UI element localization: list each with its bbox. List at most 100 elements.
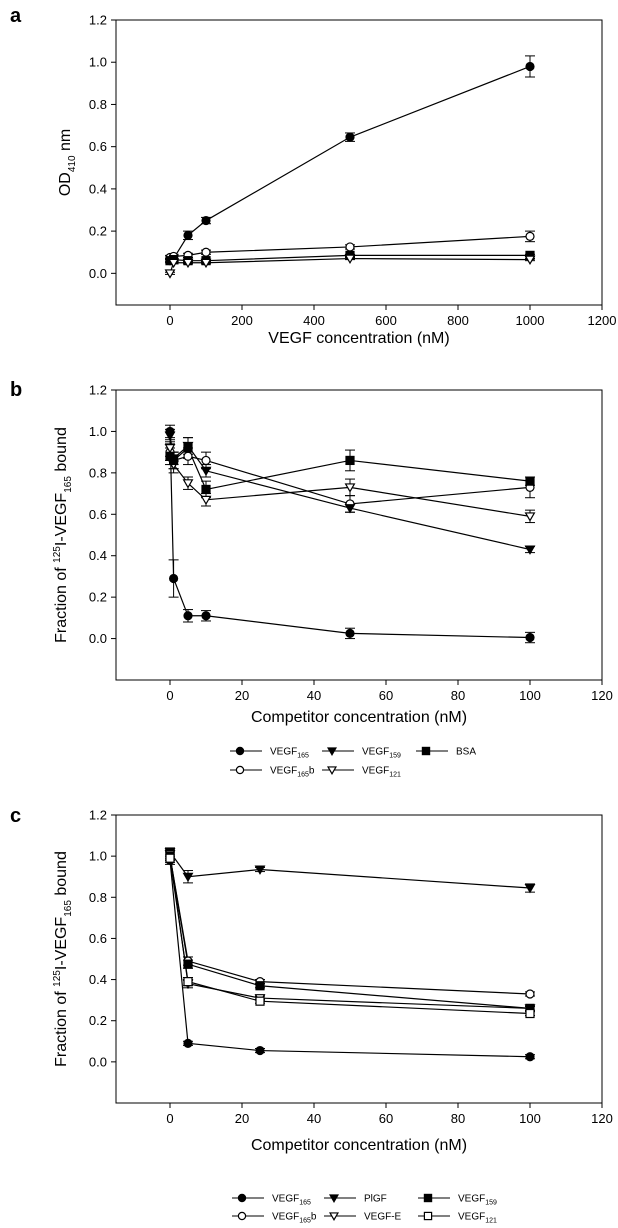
panel-b-x-axis-label: Competitor concentration (nM) <box>251 709 467 726</box>
panel-a-data-point-triangle-down-open <box>182 258 194 269</box>
panel-c-legend-label-subscript: 159 <box>485 1200 497 1207</box>
panel-a-x-tick-label: 200 <box>231 313 253 328</box>
panel-c-y-tick-label: 0.8 <box>89 890 107 905</box>
panel-b-y-label-superscript: 125 <box>52 546 63 563</box>
panel-b-data-point-square-filled <box>169 455 179 466</box>
panel-b-data-point-square-filled <box>201 484 211 495</box>
panel-c-legend-label-main: VEGF <box>458 1212 485 1223</box>
panel-b-plot-frame <box>115 389 603 681</box>
panel-c-y-tick-label: 0.4 <box>89 972 107 987</box>
panel-c-y-label-subscript: 165 <box>63 900 74 917</box>
panel-c-data-point-circle-open <box>525 989 535 999</box>
panel-c-data-point-circle-filled <box>255 1045 265 1056</box>
panel-c-legend-label-main: VEGF <box>458 1194 485 1205</box>
panel-c-letter: c <box>10 805 21 827</box>
panel-c-data-point-square-open <box>165 853 175 863</box>
panel-b-data-point-triangle-down-open <box>200 495 212 506</box>
panel-b-legend-label: VEGF165b <box>270 766 315 779</box>
panel-c-legend-marker-square-open <box>423 1211 433 1221</box>
panel-c-series-triangle-down-filled-line <box>169 851 531 889</box>
panel-c-legend-label: VEGF159 <box>458 1194 497 1207</box>
panel-a-x-axis-label: VEGF concentration (nM) <box>268 330 449 347</box>
panel-a-data-point-triangle-down-open <box>200 258 212 269</box>
panel-a-plot-frame <box>115 19 603 306</box>
panel-b-data-point-square-filled <box>345 455 355 466</box>
panel-c-x-tick-label: 100 <box>519 1111 541 1126</box>
panel-c-x-tick-label: 80 <box>451 1111 465 1126</box>
panel-a-y-axis-label: OD410 nm <box>57 129 78 196</box>
panel-a-data-point-circle-filled <box>525 61 535 72</box>
panel-b-y-label-subscript: 165 <box>63 476 74 493</box>
panel-b-y-tick-label: 0.6 <box>89 507 107 522</box>
panel-c-data-point-circle-filled <box>183 1038 193 1048</box>
panel-b-data-point-triangle-down-filled <box>164 431 176 441</box>
panel-c-legend-label-main: VEGF <box>272 1212 299 1223</box>
panel-b-data-point-circle-filled <box>183 611 193 621</box>
panel-a-data-point-circle-filled <box>183 230 193 240</box>
panel-c-data-point-triangle-down-filled <box>182 872 194 883</box>
panel-b-data-point-triangle-down-open <box>164 444 176 454</box>
panel-b-y-label-part: Fraction of <box>53 563 70 643</box>
panel-b-legend-marker-circle-filled <box>235 746 245 756</box>
panel-b-x-tick-label: 0 <box>166 688 173 703</box>
panel-b-legend-label-subscript: 159 <box>389 753 401 760</box>
panel-b-legend-label-subscript: 165 <box>297 753 309 760</box>
panel-a-y-tick-label: 0.8 <box>89 97 107 112</box>
panel-a-letter: a <box>10 5 22 27</box>
panel-c-legend-label-subscript: 165 <box>299 1200 311 1207</box>
panel-c-data-point-square-filled <box>183 959 193 969</box>
panel-b-data-point-circle-open <box>201 455 211 466</box>
panel-a-data-point-circle-open <box>201 247 211 257</box>
panel-b-legend-label-main: VEGF <box>270 747 297 758</box>
panel-b-data-point-triangle-down-open <box>524 512 536 522</box>
panel-c-y-tick-label: 1.2 <box>89 808 107 823</box>
panel-b-x-tick-label: 100 <box>519 688 541 703</box>
panel-b-y-tick-label: 0.4 <box>89 548 107 563</box>
panel-c-y-tick-label: 0.0 <box>89 1054 107 1069</box>
panel-b-series-circle-filled-line <box>169 431 531 639</box>
panel-c-x-tick-label: 0 <box>166 1111 173 1126</box>
panel-a-y-tick-label: 0.0 <box>89 266 107 281</box>
panel-c-series-circle-filled-line <box>169 860 531 1058</box>
panel-b-data-point-circle-open <box>183 451 193 461</box>
panel-c-plot-frame <box>115 814 603 1104</box>
panel-c-y-tick-label: 0.6 <box>89 931 107 946</box>
panel-b-y-tick-label: 1.0 <box>89 424 107 439</box>
panel-b-y-tick-label: 0.0 <box>89 631 107 646</box>
panel-c-data-point-square-open <box>255 996 265 1006</box>
panel-a-x-tick-label: 0 <box>166 313 173 328</box>
panel-c-y-label-part: Fraction of <box>53 987 70 1067</box>
panel-a-y-label-subscript: 410 <box>67 155 78 172</box>
panel-b-legend-label: VEGF121 <box>362 766 401 779</box>
panel-b-data-point-triangle-down-filled <box>524 545 536 555</box>
panel-c-x-tick-label: 120 <box>591 1111 613 1126</box>
panel-c-legend-label-main: PlGF <box>364 1194 387 1205</box>
panel-b-data-point-triangle-down-filled <box>344 504 356 514</box>
panel-c-x-tick-label: 60 <box>379 1111 393 1126</box>
panel-a-x-tick-label: 1200 <box>588 313 617 328</box>
panel-a-y-tick-label: 1.2 <box>89 13 107 28</box>
panel-b-x-tick-label: 40 <box>307 688 321 703</box>
panel-c-legend-marker-triangle-down-open <box>328 1212 340 1221</box>
panel-a-data-point-triangle-down-open <box>164 269 176 279</box>
panel-c-legend-marker-square-filled <box>423 1193 433 1203</box>
panel-c-data-point-square-open <box>183 977 193 987</box>
panel-c-x-tick-label: 40 <box>307 1111 321 1126</box>
panel-c-legend-marker-circle-filled <box>237 1193 247 1203</box>
panel-c-legend-label-main: VEGF-E <box>364 1212 402 1223</box>
panel-b-y-label-part: bound <box>53 427 70 476</box>
panel-b-legend-marker-triangle-down-open <box>326 766 338 775</box>
panel-c-y-axis-label: Fraction of 125I-VEGF165 bound <box>52 851 74 1067</box>
panel-c-series-square-open-line <box>169 858 531 1015</box>
panel-a-y-tick-label: 1.0 <box>89 55 107 70</box>
panel-a-y-label-part: nm <box>57 129 74 156</box>
panel-a-x-tick-label: 800 <box>447 313 469 328</box>
panel-b-data-point-circle-filled <box>201 611 211 621</box>
panel-a-data-point-circle-open <box>525 231 535 241</box>
panel-b-legend-label-suffix: b <box>309 766 315 777</box>
panel-c-legend-label-subscript: 121 <box>485 1218 497 1225</box>
panel-b-legend-label: BSA <box>456 747 476 758</box>
panel-b-data-point-circle-filled <box>525 632 535 643</box>
